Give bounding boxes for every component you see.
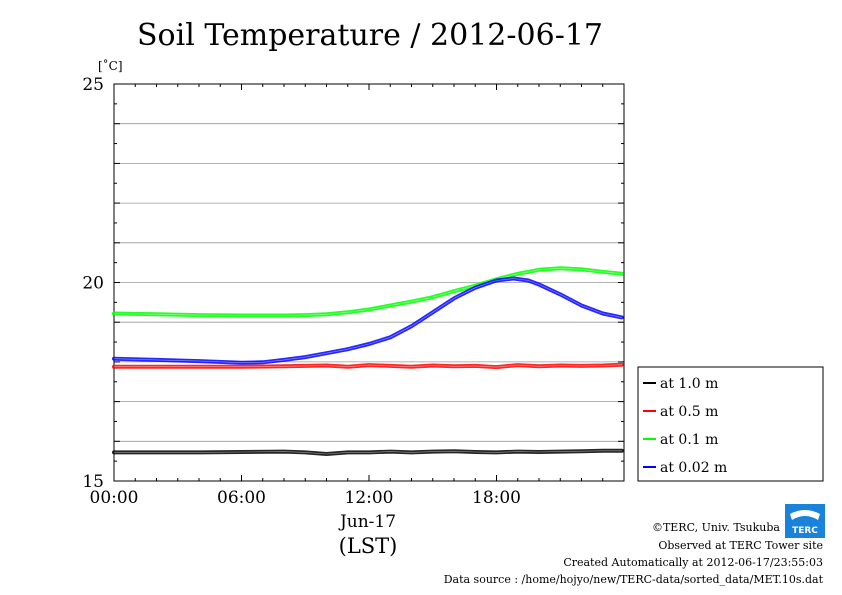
legend-label: at 0.1 m xyxy=(660,432,718,448)
legend-box xyxy=(637,366,824,482)
y-tick-label: 15 xyxy=(82,472,104,492)
y-axis-unit-label: [˚C] xyxy=(98,58,123,73)
series-line-highlight xyxy=(113,278,622,364)
series-line xyxy=(112,276,624,365)
x-tick-label: 00:00 xyxy=(90,488,139,508)
legend-label: at 0.5 m xyxy=(660,404,718,420)
y-tick-label: 20 xyxy=(82,274,104,294)
y-tick-labels: 15 20 25 xyxy=(82,75,104,492)
y-tick-label: 25 xyxy=(82,75,104,95)
chart-title: Soil Temperature / 2012-06-17 xyxy=(137,18,603,53)
x-tick-label: 18:00 xyxy=(472,488,521,508)
credit-copyright: ©TERC, Univ. Tsukuba xyxy=(652,521,780,534)
grid-lines xyxy=(114,123,624,442)
series-lines xyxy=(112,266,624,456)
legend-item: at 1.0 m xyxy=(643,376,718,392)
legend-label: at 0.02 m xyxy=(660,460,727,476)
series-line xyxy=(112,266,624,318)
x-tick-label: 12:00 xyxy=(345,488,394,508)
legend: at 1.0 m at 0.5 m at 0.1 m at 0.02 m xyxy=(637,366,824,482)
series-line-highlight xyxy=(114,450,622,455)
credit-created: Created Automatically at 2012-06-17/23:5… xyxy=(563,556,823,569)
legend-item: at 0.02 m xyxy=(643,460,727,476)
terc-logo: TERC xyxy=(785,504,825,538)
x-tick-label: 06:00 xyxy=(217,488,266,508)
series-line-highlight xyxy=(114,364,622,368)
terc-logo-icon xyxy=(785,504,825,538)
series-line-highlight xyxy=(113,267,622,316)
legend-label: at 1.0 m xyxy=(660,376,718,392)
terc-logo-wave-icon xyxy=(790,510,820,520)
legend-item: at 0.1 m xyxy=(643,432,718,448)
x-axis-date-label: Jun-17 xyxy=(338,512,396,532)
x-axis-timezone-label: (LST) xyxy=(339,534,398,558)
x-tick-labels: 00:00 06:00 12:00 18:00 xyxy=(90,488,522,508)
axis-ticks xyxy=(113,83,625,482)
credit-data-source: Data source : /home/hojyo/new/TERC-data/… xyxy=(444,573,824,586)
credit-observed: Observed at TERC Tower site xyxy=(658,539,823,552)
terc-logo-text: TERC xyxy=(792,526,818,536)
legend-item: at 0.5 m xyxy=(643,404,718,420)
